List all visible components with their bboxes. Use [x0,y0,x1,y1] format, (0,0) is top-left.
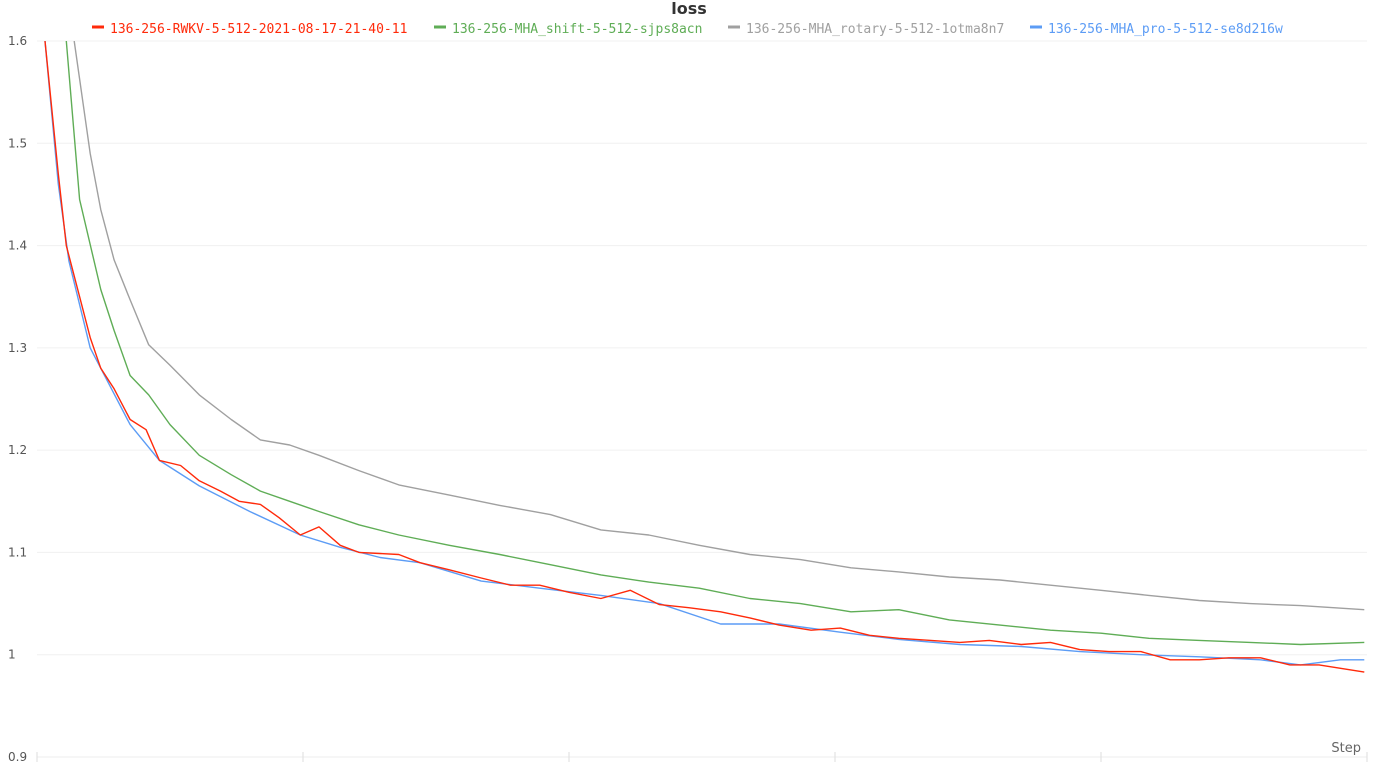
x-axis-label: Step [1331,741,1361,756]
y-tick-label: 1.1 [8,545,27,559]
y-tick-label: 1.5 [8,136,27,150]
y-tick-label: 0.9 [8,750,27,764]
series-line-2 [73,41,1365,611]
chart-title: loss [671,0,707,18]
series-line-3 [44,41,1365,666]
y-tick-label: 1.2 [8,443,27,457]
y-tick-label: 1.6 [8,34,27,48]
legend-label: 136-256-RWKV-5-512-2021-08-17-21-40-11 [110,22,407,37]
series-line-0 [44,41,1365,673]
y-tick-label: 1 [8,648,16,662]
legend-item[interactable]: 136-256-MHA_pro-5-512-se8d216w [1030,22,1283,37]
legend-label: 136-256-MHA_pro-5-512-se8d216w [1048,22,1283,37]
legend-item[interactable]: 136-256-MHA_shift-5-512-sjps8acn [434,22,702,37]
series-line-1 [65,41,1365,646]
x-axis [36,752,1368,762]
y-tick-label: 1.3 [8,341,27,355]
y-tick-label: 1.4 [8,239,27,253]
legend-item[interactable]: 136-256-MHA_rotary-5-512-1otma8n7 [728,22,1004,37]
legend: 136-256-RWKV-5-512-2021-08-17-21-40-11 13… [92,22,1283,37]
legend-label: 136-256-MHA_shift-5-512-sjps8acn [452,22,702,37]
legend-label: 136-256-MHA_rotary-5-512-1otma8n7 [746,22,1004,37]
y-axis: 0.9 1 1.1 1.2 1.3 1.4 1.5 1.6 [8,34,27,764]
series-lines [44,41,1365,673]
legend-item[interactable]: 136-256-RWKV-5-512-2021-08-17-21-40-11 [92,22,407,37]
grid [37,40,1367,758]
